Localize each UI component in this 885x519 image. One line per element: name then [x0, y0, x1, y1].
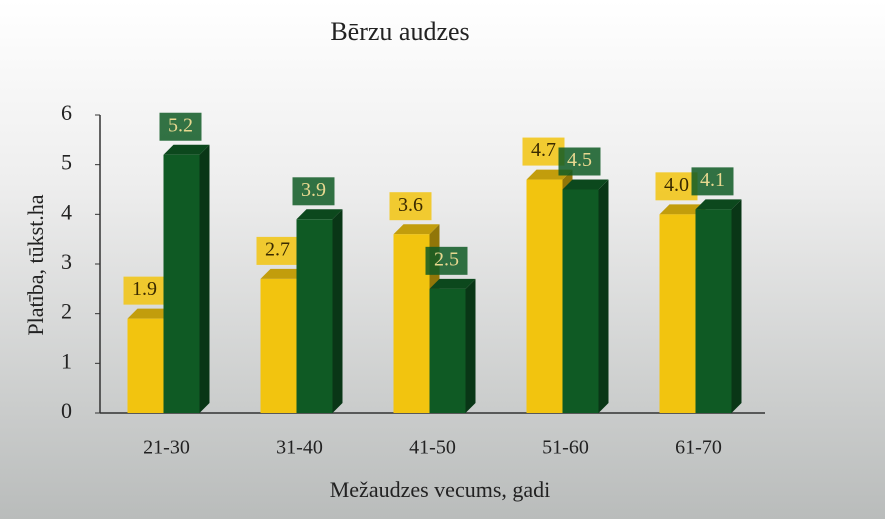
value-label-box [256, 236, 299, 265]
y-tick-label: 5 [61, 150, 72, 175]
value-label-box [292, 177, 335, 206]
value-label: 4.1 [700, 169, 725, 191]
value-label: 2.7 [265, 238, 290, 260]
bar-top [393, 224, 440, 235]
bar [260, 278, 297, 413]
y-tick-label: 0 [61, 398, 72, 423]
value-label: 5.2 [168, 114, 193, 136]
bar-side [731, 199, 742, 413]
bar-top [127, 308, 174, 319]
value-label-box [123, 276, 166, 305]
bar [296, 219, 333, 413]
y-tick-label: 4 [61, 199, 72, 224]
y-tick-label: 2 [61, 299, 72, 324]
value-label-box [425, 246, 468, 275]
bar [562, 189, 599, 413]
bar-top [429, 278, 476, 289]
bar [659, 214, 696, 413]
value-label-box [389, 192, 432, 221]
bar [695, 209, 732, 413]
value-label: 3.9 [301, 179, 326, 201]
value-label-box [522, 137, 565, 166]
x-tick-label: 61-70 [675, 437, 722, 459]
y-axis-title: Platība, tūkst.ha [23, 194, 48, 335]
bar-side [332, 209, 343, 413]
bar-top [296, 209, 343, 220]
value-label-box [655, 172, 698, 201]
bar-top [260, 268, 307, 279]
y-tick-label: 6 [61, 100, 72, 125]
value-label-box [159, 112, 202, 141]
bar [127, 318, 164, 413]
bar-side [598, 179, 609, 413]
value-label-box [558, 147, 601, 176]
bar [163, 154, 200, 413]
value-label: 3.6 [398, 194, 423, 216]
bar-side [465, 278, 476, 413]
bar-top [163, 144, 210, 155]
value-label-box [691, 167, 734, 196]
x-tick-label: 21-30 [143, 437, 190, 459]
bar-top [562, 179, 609, 190]
x-axis-title: Mežaudzes vecums, gadi [330, 477, 551, 502]
value-label: 4.5 [567, 149, 592, 171]
chart-title: Bērzu audzes [330, 17, 469, 46]
bar-top [659, 204, 706, 215]
x-tick-label: 51-60 [542, 437, 589, 459]
value-label: 4.0 [664, 174, 689, 196]
bar-top [695, 199, 742, 210]
bar [429, 288, 466, 413]
bar [526, 179, 563, 413]
value-label: 2.5 [434, 248, 459, 270]
y-tick-label: 3 [61, 249, 72, 274]
value-label: 4.7 [531, 139, 556, 161]
bar-side [199, 144, 210, 413]
bar [393, 234, 430, 413]
x-tick-label: 41-50 [409, 437, 456, 459]
value-label: 1.9 [132, 278, 157, 300]
y-tick-label: 1 [61, 348, 72, 373]
x-tick-label: 31-40 [276, 437, 323, 459]
